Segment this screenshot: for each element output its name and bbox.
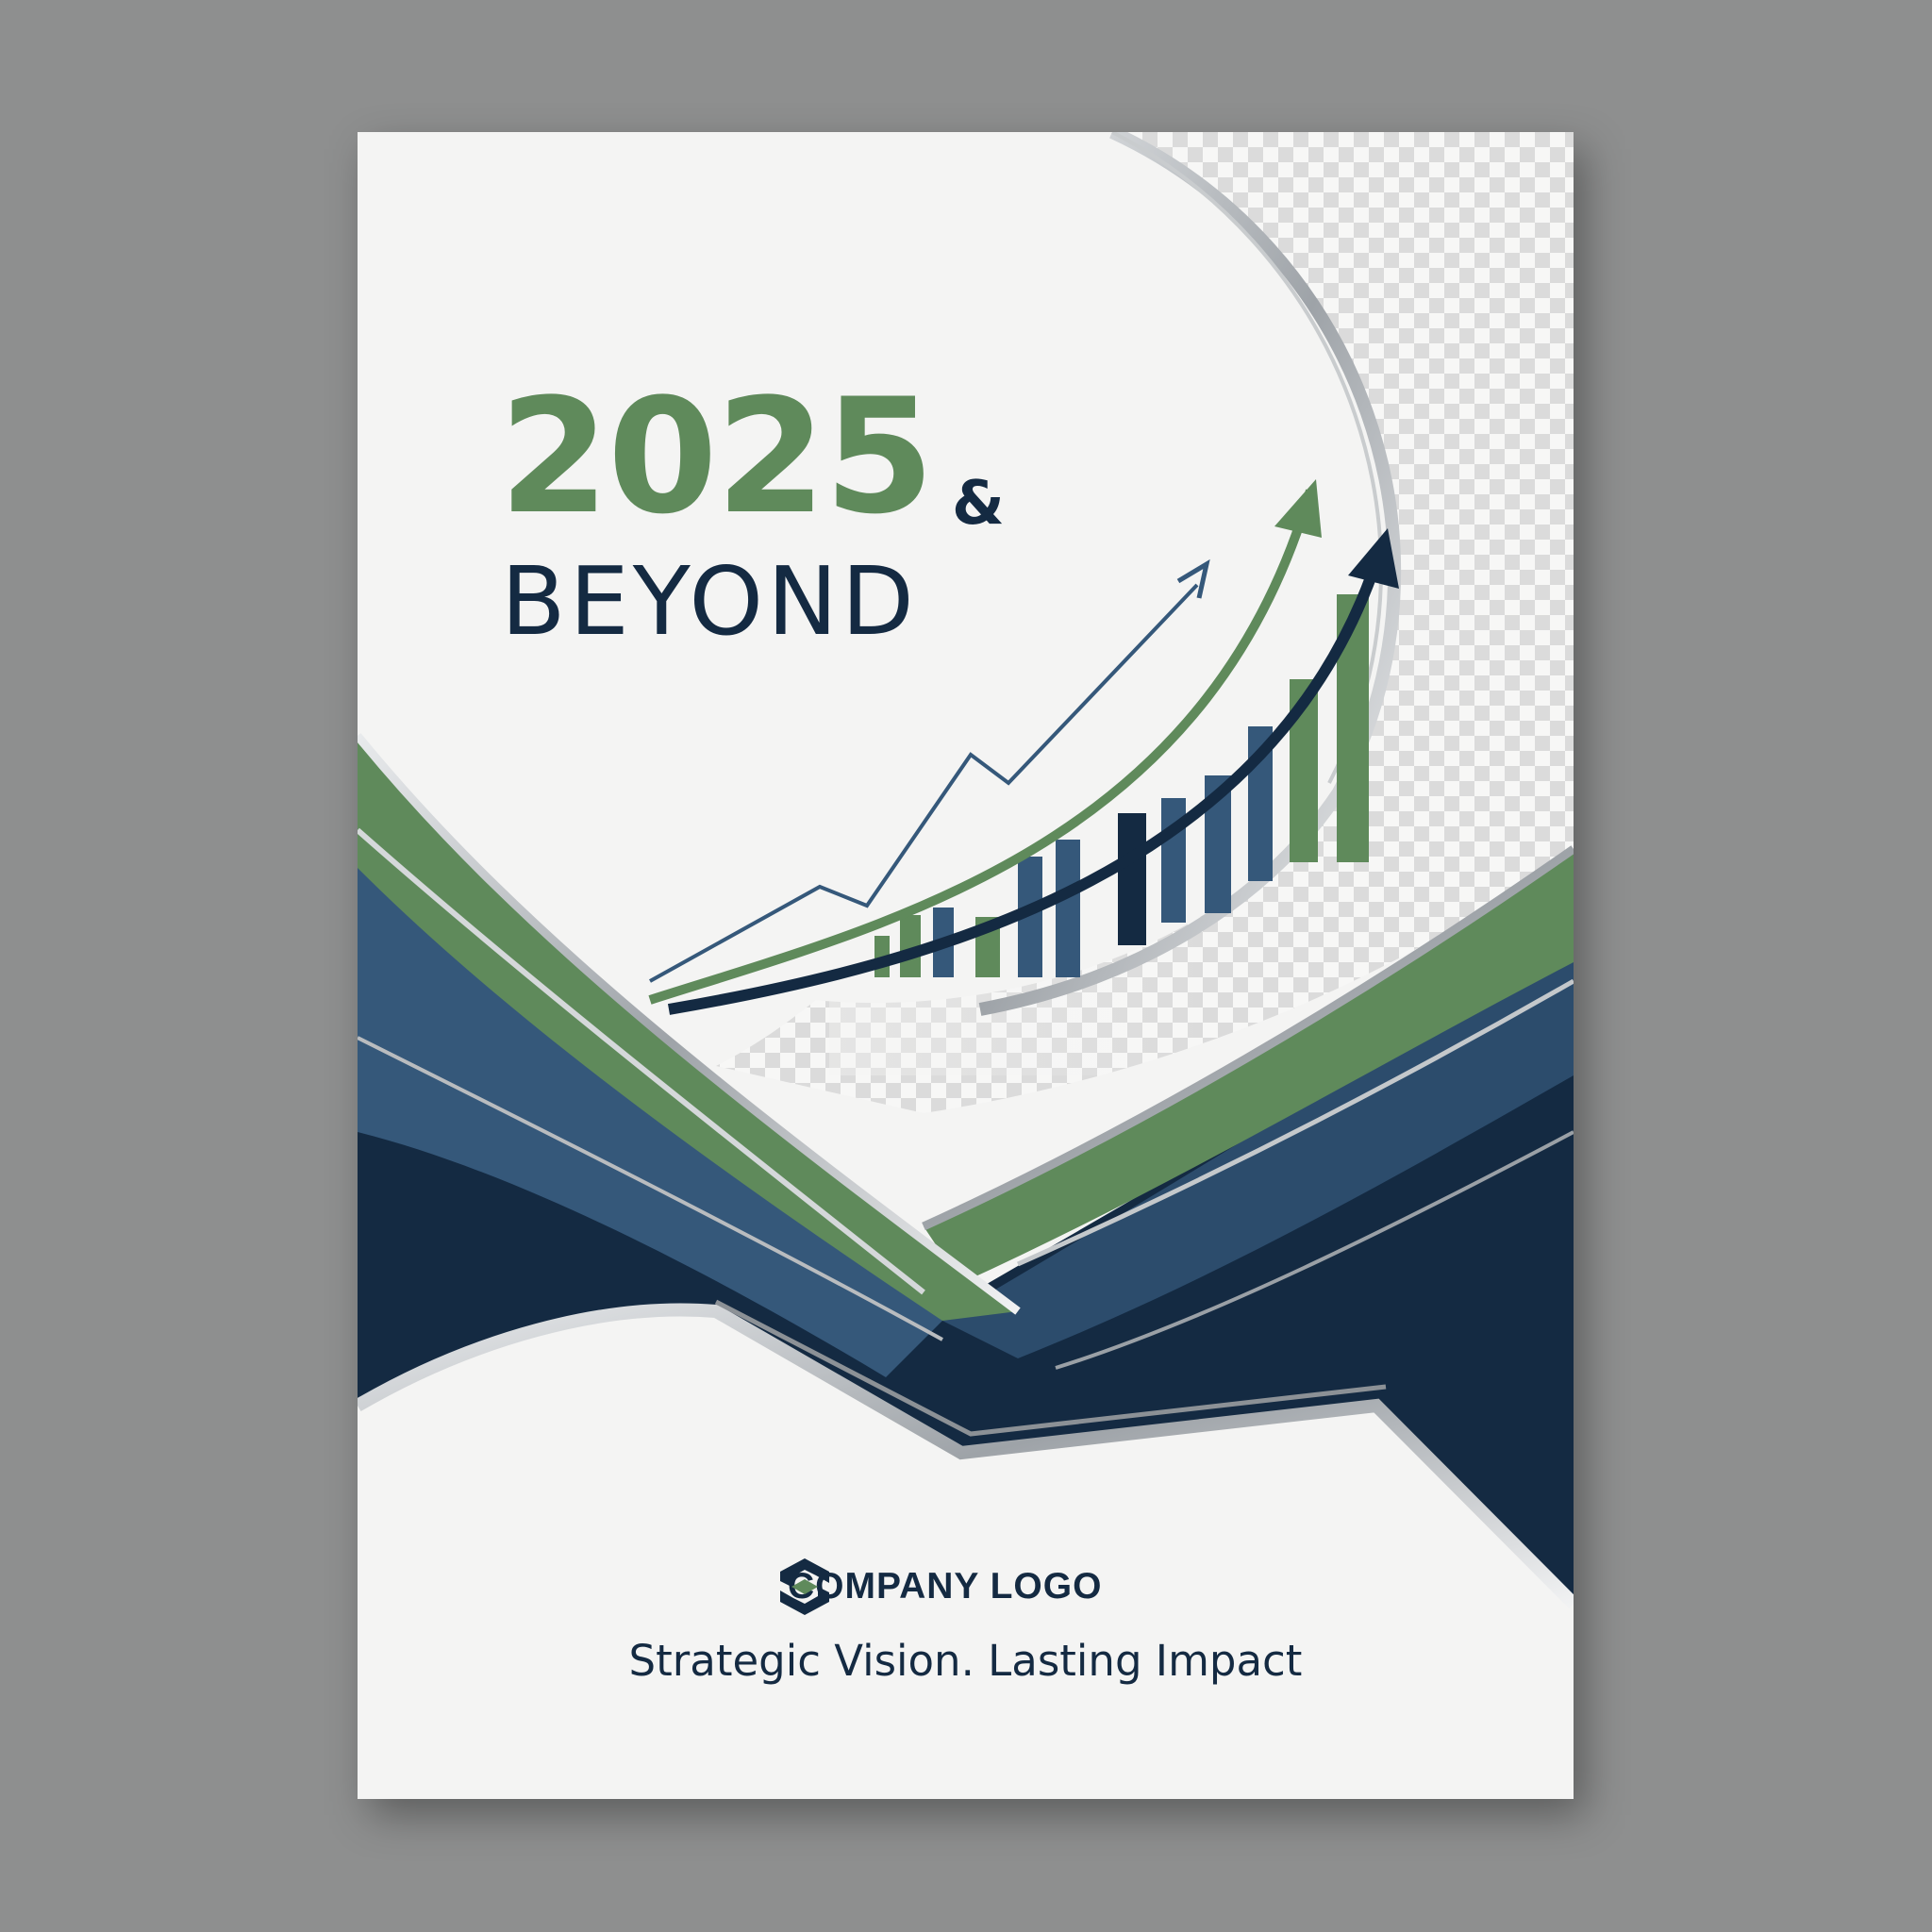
title-ampersand: & bbox=[952, 469, 1005, 539]
logo-label: COMPANY LOGO bbox=[788, 1566, 1103, 1607]
cover-artwork bbox=[358, 132, 1574, 1799]
bar-2 bbox=[900, 915, 921, 977]
growth-arrow-icon bbox=[1274, 479, 1322, 538]
brochure-cover: 2025 & BEYOND COMPANY LOGO Strategic Vis… bbox=[358, 132, 1574, 1799]
title-year: 2025 bbox=[499, 364, 935, 549]
hexagon-link-icon bbox=[780, 1558, 829, 1615]
white-circle bbox=[358, 132, 1395, 1004]
green-curve bbox=[648, 489, 1315, 1005]
silver-stroke-4 bbox=[1016, 978, 1574, 1267]
bottom-white-panel bbox=[358, 1309, 1574, 1799]
bottom-silver-edge bbox=[358, 1303, 1574, 1608]
silver-stroke-1 bbox=[358, 733, 1021, 1315]
green-swoosh-right bbox=[924, 849, 1574, 1283]
company-logo: COMPANY LOGO bbox=[774, 1555, 1102, 1619]
zigzag-line bbox=[649, 583, 1199, 983]
growth-arrow-icon bbox=[1348, 528, 1399, 589]
bar-7 bbox=[1118, 813, 1146, 945]
silver-stroke-5 bbox=[358, 1036, 943, 1341]
title-beyond: BEYOND bbox=[501, 546, 918, 657]
silver-stroke-3 bbox=[922, 845, 1574, 1231]
silver-stroke-2 bbox=[358, 827, 925, 1295]
navy-curve bbox=[667, 545, 1387, 1015]
circle-rim bbox=[978, 132, 1402, 1016]
bottom-silver-edge-2 bbox=[714, 1299, 1387, 1437]
bar-6 bbox=[1056, 840, 1080, 977]
silver-stroke-6 bbox=[1055, 1130, 1574, 1370]
growth-arrow-icon bbox=[1176, 558, 1210, 599]
tagline: Strategic Vision. Lasting Impact bbox=[628, 1636, 1303, 1686]
